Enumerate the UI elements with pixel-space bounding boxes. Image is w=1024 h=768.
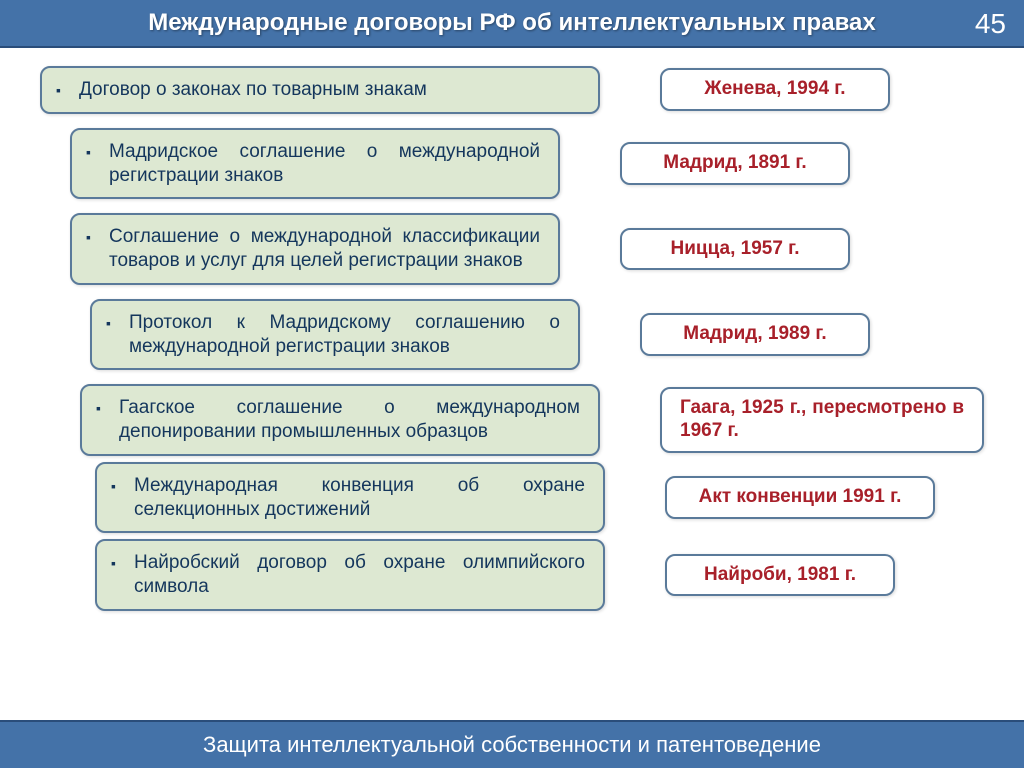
bullet-icon: ▪ (56, 82, 61, 98)
treaty-box: ▪ Соглашение о международной классификац… (70, 213, 560, 285)
treaty-box: ▪ Протокол к Мадридскому соглашению о ме… (90, 299, 580, 371)
date-box: Гаага, 1925 г., пересмотрено в 1967 г. (660, 387, 984, 453)
treaty-text: Протокол к Мадридскому соглашению о межд… (129, 311, 560, 359)
treaty-row: ▪ Международная конвенция об охране селе… (40, 462, 984, 534)
treaty-text: Гаагское соглашение о международном депо… (119, 396, 580, 444)
treaty-box: ▪ Мадридское соглашение о международной … (70, 128, 560, 200)
date-text: Женева, 1994 г. (704, 78, 845, 101)
date-box: Найроби, 1981 г. (665, 554, 895, 597)
treaty-row: ▪ Гаагское соглашение о международном де… (40, 384, 984, 456)
bullet-icon: ▪ (86, 144, 91, 160)
treaty-box: ▪ Международная конвенция об охране селе… (95, 462, 605, 534)
treaty-row: ▪ Протокол к Мадридскому соглашению о ме… (40, 299, 984, 371)
page-number: 45 (975, 8, 1006, 40)
date-box: Мадрид, 1891 г. (620, 142, 850, 185)
date-box: Акт конвенции 1991 г. (665, 476, 935, 519)
date-text: Акт конвенции 1991 г. (699, 486, 902, 509)
treaty-text: Международная конвенция об охране селекц… (134, 474, 585, 522)
treaty-row: ▪ Найробский договор об охране олимпийск… (40, 539, 984, 611)
slide-header: Международные договоры РФ об интеллектуа… (0, 0, 1024, 48)
date-text: Ницца, 1957 г. (671, 238, 800, 261)
date-text: Мадрид, 1891 г. (663, 152, 806, 175)
treaty-box: ▪ Найробский договор об охране олимпийск… (95, 539, 605, 611)
bullet-icon: ▪ (96, 400, 101, 416)
date-text: Мадрид, 1989 г. (683, 323, 826, 346)
slide-footer: Защита интеллектуальной собственности и … (0, 720, 1024, 768)
footer-text: Защита интеллектуальной собственности и … (203, 732, 821, 758)
bullet-icon: ▪ (106, 315, 111, 331)
treaty-box: ▪ Договор о законах по товарным знакам (40, 66, 600, 114)
date-text: Найроби, 1981 г. (704, 564, 856, 587)
bullet-icon: ▪ (111, 555, 116, 571)
bullet-icon: ▪ (111, 478, 116, 494)
treaty-box: ▪ Гаагское соглашение о международном де… (80, 384, 600, 456)
bullet-icon: ▪ (86, 229, 91, 245)
treaty-text: Мадридское соглашение о международной ре… (109, 140, 540, 188)
slide-title: Международные договоры РФ об интеллектуа… (148, 9, 875, 37)
treaty-text: Соглашение о международной классификации… (109, 225, 540, 273)
date-box: Ницца, 1957 г. (620, 228, 850, 271)
treaty-row: ▪ Соглашение о международной классификац… (40, 213, 984, 285)
treaty-row: ▪ Договор о законах по товарным знакам Ж… (40, 66, 984, 114)
treaty-text: Найробский договор об охране олимпийског… (134, 551, 585, 599)
date-text: Гаага, 1925 г., пересмотрено в 1967 г. (680, 397, 964, 443)
treaty-text: Договор о законах по товарным знакам (79, 78, 580, 102)
date-box: Женева, 1994 г. (660, 68, 890, 111)
date-box: Мадрид, 1989 г. (640, 313, 870, 356)
slide-content: ▪ Договор о законах по товарным знакам Ж… (0, 48, 1024, 720)
treaty-row: ▪ Мадридское соглашение о международной … (40, 128, 984, 200)
